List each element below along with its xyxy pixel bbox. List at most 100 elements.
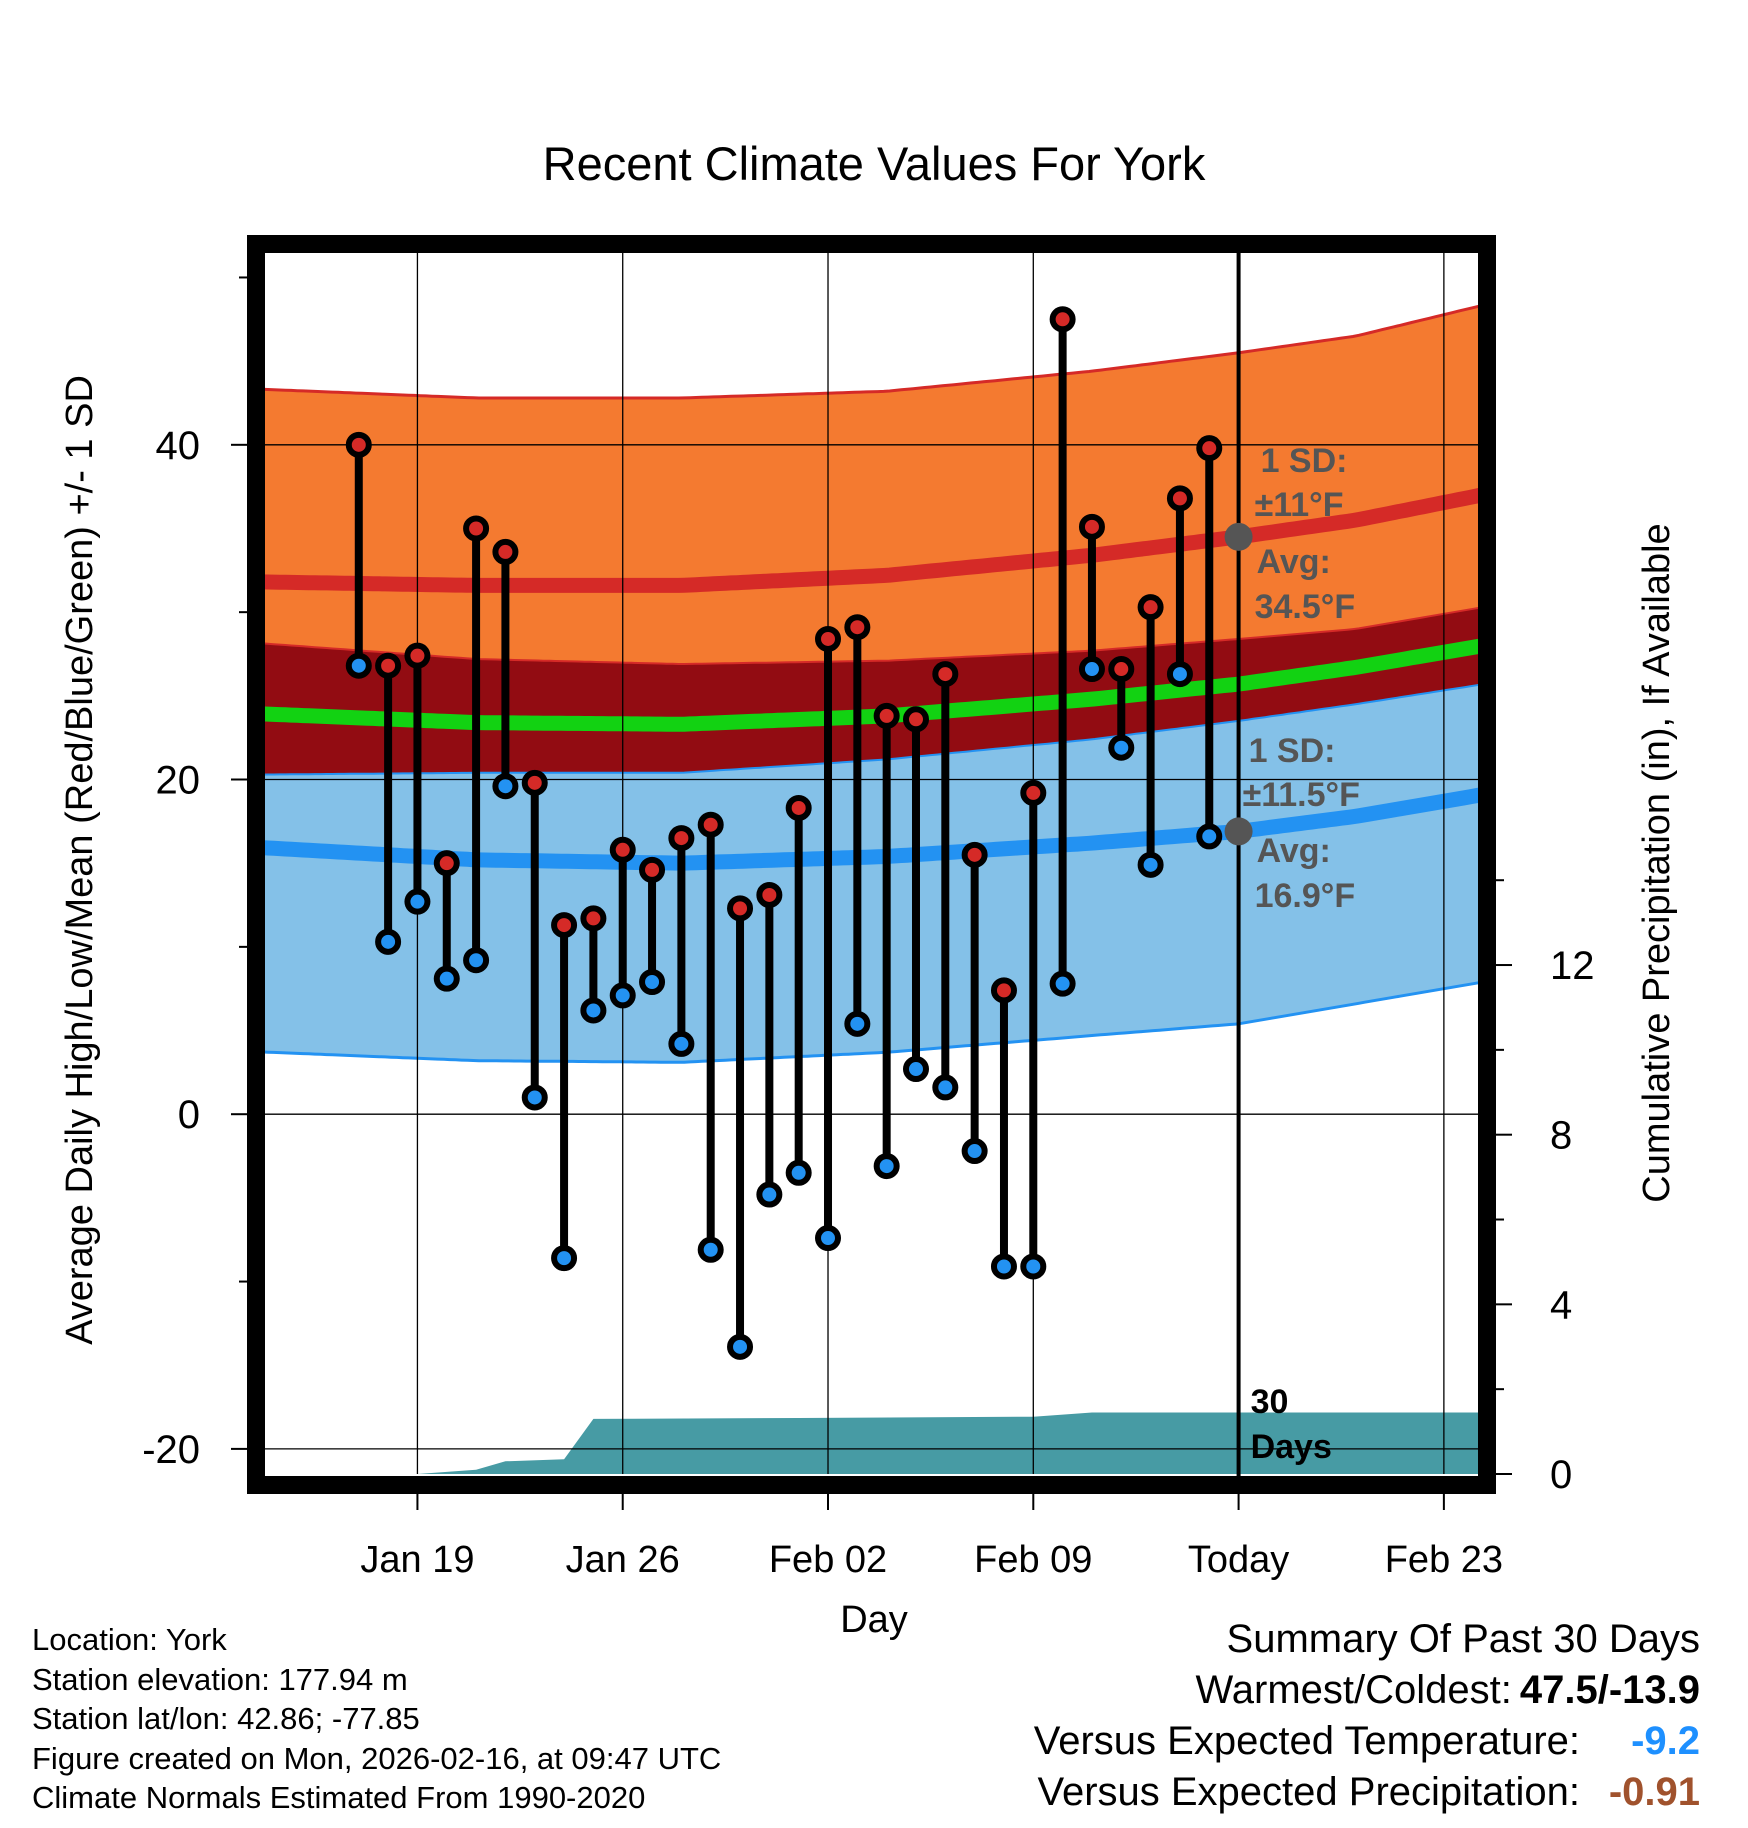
daily-high-point xyxy=(375,652,402,679)
daily-high-point xyxy=(815,625,842,652)
daily-high-point xyxy=(785,794,812,821)
low-sd-lower-line xyxy=(261,980,1483,1064)
summary-warmest-row: Warmest/Coldest: 47.5/-13.9 xyxy=(1034,1665,1700,1716)
low-sd-upper-line xyxy=(261,606,1483,665)
temp-value: -9.2 xyxy=(1631,1719,1700,1763)
created-text: Figure created on Mon, 2026-02-16, at 09… xyxy=(32,1740,722,1776)
daily-high-point xyxy=(1108,656,1135,683)
daily-bars xyxy=(345,306,1223,1360)
daily-high-point xyxy=(609,836,636,863)
precipitation-area xyxy=(262,1412,1482,1474)
daily-low-point xyxy=(404,888,431,915)
daily-high-point xyxy=(844,614,871,641)
daily-low-point xyxy=(756,1181,783,1208)
daily-high-point xyxy=(551,912,578,939)
daily-low-point xyxy=(1196,823,1223,850)
y-left-tick-label: -20 xyxy=(142,1428,200,1472)
daily-low-point xyxy=(521,1084,548,1111)
normals-text: Climate Normals Estimated From 1990-2020 xyxy=(32,1780,646,1815)
low-avg-label: Avg: xyxy=(1257,832,1331,870)
daily-low-point xyxy=(1078,656,1105,683)
precip-area xyxy=(262,1412,1482,1474)
station-info: Location: York Station elevation: 177.94… xyxy=(32,1620,721,1818)
daily-high-point xyxy=(697,811,724,838)
warmest-value: 47.5/-13.9 xyxy=(1519,1668,1700,1712)
daily-high-point xyxy=(433,850,460,877)
daily-high-point xyxy=(1049,306,1076,333)
normal-high-line xyxy=(261,487,1484,593)
daily-high-point xyxy=(1166,485,1193,512)
y-right-tick-label: 4 xyxy=(1550,1283,1572,1327)
daily-low-point xyxy=(1137,851,1164,878)
y-right-tick-label: 0 xyxy=(1550,1453,1572,1497)
daily-low-point xyxy=(727,1333,754,1360)
location-text: Location: York xyxy=(32,1622,227,1657)
daily-low-point xyxy=(551,1245,578,1272)
daily-low-point xyxy=(345,652,372,679)
daily-high-point xyxy=(668,825,695,852)
y-right-tick-label: 8 xyxy=(1550,1114,1572,1158)
y-axis-label-left: Average Daily High/Low/Mean (Red/Blue/Gr… xyxy=(59,375,101,1345)
daily-low-point xyxy=(932,1074,959,1101)
daily-low-point xyxy=(1049,970,1076,997)
daily-low-point xyxy=(668,1030,695,1057)
chart-title: Recent Climate Values For York xyxy=(543,137,1206,190)
daily-high-point xyxy=(727,895,754,922)
daily-low-point xyxy=(580,997,607,1024)
daily-high-point xyxy=(1020,779,1047,806)
summary-panel: Summary Of Past 30 Days Warmest/Coldest:… xyxy=(1034,1614,1700,1818)
daily-low-point xyxy=(492,773,519,800)
daily-low-point xyxy=(1166,661,1193,688)
precip-label: Versus Expected Precipitation: xyxy=(1037,1770,1580,1814)
daily-high-point xyxy=(404,642,431,669)
daily-low-point xyxy=(609,982,636,1009)
x-tick-label: Feb 23 xyxy=(1385,1539,1503,1581)
axes: Jan 19 Jan 26 Feb 02 Feb 09 Today Feb 23 -20 0 2… xyxy=(59,276,1678,1641)
x-tick-label: Jan 19 xyxy=(360,1539,474,1581)
daily-high-point xyxy=(580,905,607,932)
summary-precip-row: Versus Expected Precipitation: -0.91 xyxy=(1034,1767,1700,1818)
high-avg-marker xyxy=(1224,522,1253,551)
high-sd-label: 1 SD: xyxy=(1261,442,1348,480)
daily-low-point xyxy=(844,1010,871,1037)
y-left-tick-label: 0 xyxy=(178,1093,200,1137)
daily-low-point xyxy=(902,1056,929,1083)
high-avg-label: Avg: xyxy=(1257,543,1331,581)
x-tick-label: Today xyxy=(1188,1539,1289,1581)
daily-low-point xyxy=(1020,1253,1047,1280)
daily-low-point xyxy=(697,1236,724,1263)
y-axis-label-right: Cumulative Precipitation (in), If Availa… xyxy=(1636,523,1678,1202)
normal-low-line xyxy=(261,787,1484,871)
daily-high-point xyxy=(492,538,519,565)
period-count: 30 xyxy=(1251,1383,1289,1421)
annotations: 1 SD: ±11°F Avg: 34.5°F 1 SD: ±11.5°F Avg: 16.9… xyxy=(1224,442,1360,1466)
daily-high-point xyxy=(463,515,490,542)
summary-temp-row: Versus Expected Temperature: -9.2 xyxy=(1034,1716,1700,1767)
normal-mean-line xyxy=(261,638,1484,732)
daily-high-point xyxy=(639,856,666,883)
high-sd-value: ±11°F xyxy=(1255,486,1344,524)
daily-high-point xyxy=(521,769,548,796)
high-sd-lower-line xyxy=(261,683,1483,776)
daily-high-point xyxy=(756,881,783,908)
x-axis-label: Day xyxy=(840,1599,908,1641)
daily-low-point xyxy=(1108,734,1135,761)
daily-high-point xyxy=(990,977,1017,1004)
latlon-text: Station lat/lon: 42.86; -77.85 xyxy=(32,1701,420,1736)
daily-low-point xyxy=(990,1253,1017,1280)
x-tick-label: Feb 09 xyxy=(974,1539,1092,1581)
precip-value: -0.91 xyxy=(1608,1770,1700,1814)
plot-border xyxy=(247,235,1496,1494)
warmest-label: Warmest/Coldest: xyxy=(1195,1668,1512,1712)
x-tick-label: Feb 02 xyxy=(769,1539,887,1581)
y-right-tick-label: 12 xyxy=(1550,944,1595,988)
daily-high-point xyxy=(932,661,959,688)
daily-high-point xyxy=(961,841,988,868)
daily-high-point xyxy=(1196,435,1223,462)
daily-low-point xyxy=(785,1159,812,1186)
daily-high-point xyxy=(873,702,900,729)
daily-low-point xyxy=(433,965,460,992)
temp-label: Versus Expected Temperature: xyxy=(1033,1719,1580,1763)
period-unit: Days xyxy=(1251,1428,1332,1466)
